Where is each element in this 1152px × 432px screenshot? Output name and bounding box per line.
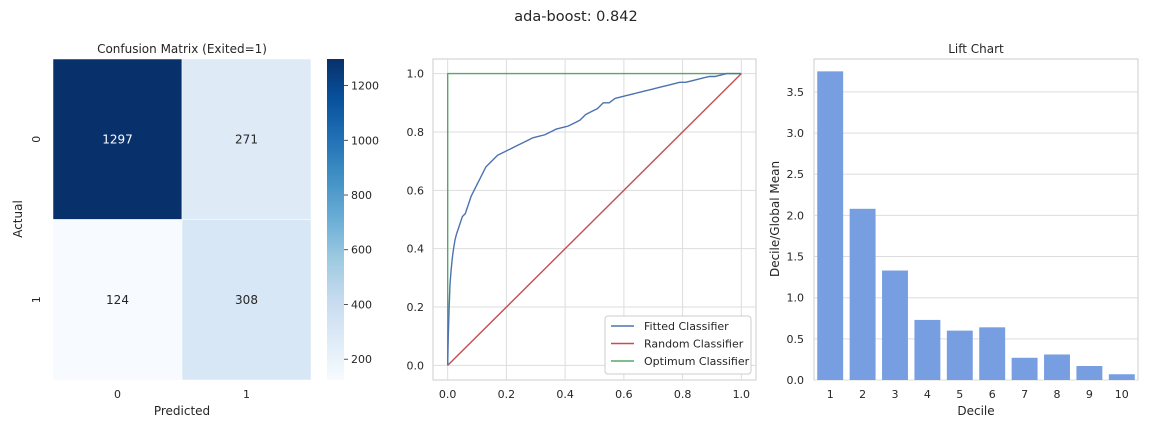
cm-title: Confusion Matrix (Exited=1) [97, 42, 267, 56]
colorbar-tick-label: 400 [351, 298, 372, 311]
confusion-matrix-panel: Confusion Matrix (Exited=1) 1297 271 124 30… [11, 42, 379, 418]
lift-panel: Lift Chart 1 2 3 4 5 6 7 8 9 10 0.0 0.5 1.0 1.5 2.0 2.5… [768, 42, 1139, 418]
lift-bar [817, 71, 844, 380]
cm-xtick-label: 1 [243, 388, 250, 401]
roc-ytick-label: 0.4 [407, 243, 425, 256]
lift-bar [849, 208, 876, 380]
roc-xtick-label: 0.4 [556, 388, 574, 401]
lift-xtick-label: 7 [1021, 388, 1028, 401]
lift-title: Lift Chart [948, 42, 1004, 56]
lift-ticks: 1 2 3 4 5 6 7 8 9 10 0.0 0.5 1.0 1.5 2.0 2.5 3.0 3.5 [787, 86, 1129, 401]
lift-ytick-label: 3.0 [787, 127, 805, 140]
roc-panel: 0.0 0.2 0.4 0.6 0.8 1.0 0.0 0.2 0.4 0.6 0.8 1.0 Fit… [407, 58, 757, 401]
colorbar-tick-label: 1000 [351, 134, 379, 147]
lift-ylabel: Decile/Global Mean [768, 161, 782, 277]
cm-cell-value: 124 [106, 293, 129, 307]
lift-bars [817, 71, 1135, 380]
roc-lines [446, 72, 742, 366]
colorbar-tick-label: 800 [351, 189, 372, 202]
cm-cell [52, 219, 183, 381]
lift-bar [914, 319, 941, 380]
cm-cell-value: 308 [235, 293, 258, 307]
cm-colorbar: 200 400 600 800 1000 1200 [327, 59, 379, 380]
roc-ytick-label: 0.0 [407, 359, 425, 372]
roc-ytick-label: 0.8 [407, 126, 425, 139]
roc-ytick-label: 0.6 [407, 184, 425, 197]
lift-bar [1044, 354, 1070, 380]
lift-ytick-label: 0.5 [787, 333, 805, 346]
cm-ytick-label: 0 [30, 136, 43, 143]
figure-title: ada-boost: 0.842 [514, 9, 637, 25]
cm-cell [52, 58, 183, 220]
lift-xtick-label: 6 [989, 388, 996, 401]
cm-xtick-label: 0 [114, 388, 121, 401]
lift-xtick-label: 3 [892, 388, 899, 401]
colorbar-tick-label: 1200 [351, 80, 379, 93]
lift-xtick-label: 2 [859, 388, 866, 401]
roc-ytick-label: 0.2 [407, 301, 425, 314]
legend-label: Random Classifier [644, 338, 744, 351]
lift-bar [1011, 357, 1038, 380]
lift-ytick-label: 3.5 [787, 86, 805, 99]
cm-cells: 1297 271 124 308 [52, 58, 312, 381]
roc-xtick-label: 0.8 [674, 388, 692, 401]
lift-ytick-label: 1.5 [787, 251, 805, 264]
lift-xtick-label: 10 [1115, 388, 1129, 401]
lift-bar [1108, 374, 1135, 380]
lift-bar [882, 270, 908, 380]
roc-series-line [447, 73, 742, 366]
lift-bar [946, 330, 973, 380]
roc-xtick-label: 0.2 [498, 388, 516, 401]
lift-xtick-label: 8 [1054, 388, 1061, 401]
legend-label: Fitted Classifier [644, 320, 729, 333]
lift-ytick-label: 1.0 [787, 292, 805, 305]
colorbar-tick-label: 600 [351, 244, 372, 257]
roc-legend: Fitted Classifier Random Classifier Optimu… [604, 315, 752, 375]
lift-ytick-label: 0.0 [787, 374, 805, 387]
cm-cell [181, 58, 312, 220]
cm-xlabel: Predicted [154, 404, 210, 418]
lift-bar [1076, 366, 1103, 380]
cm-cell [181, 219, 312, 381]
cm-cell-value: 271 [235, 132, 258, 146]
lift-bar [979, 327, 1006, 380]
lift-xtick-label: 1 [827, 388, 834, 401]
roc-xtick-label: 0.6 [615, 388, 633, 401]
roc-xtick-label: 0.0 [439, 388, 457, 401]
lift-xlabel: Decile [957, 404, 994, 418]
colorbar-tick-label: 200 [351, 353, 372, 366]
cm-ticks: 0 1 0 1 [30, 136, 250, 401]
cm-ylabel: Actual [11, 200, 25, 238]
lift-xtick-label: 9 [1086, 388, 1093, 401]
lift-ytick-label: 2.5 [787, 168, 805, 181]
lift-xtick-label: 4 [924, 388, 931, 401]
lift-xtick-label: 5 [956, 388, 963, 401]
colorbar-gradient [327, 59, 344, 380]
roc-ytick-label: 1.0 [407, 68, 425, 81]
legend-box [604, 315, 752, 375]
roc-series-line [446, 72, 742, 366]
cm-cell-value: 1297 [102, 132, 133, 146]
legend-label: Optimum Classifier [644, 355, 750, 368]
roc-xtick-label: 1.0 [733, 388, 751, 401]
roc-ticks: 0.0 0.2 0.4 0.6 0.8 1.0 0.0 0.2 0.4 0.6 0.8 1.0 [407, 68, 751, 401]
cm-ytick-label: 1 [30, 296, 43, 303]
lift-ytick-label: 2.0 [787, 209, 805, 222]
roc-series-line [446, 72, 742, 366]
